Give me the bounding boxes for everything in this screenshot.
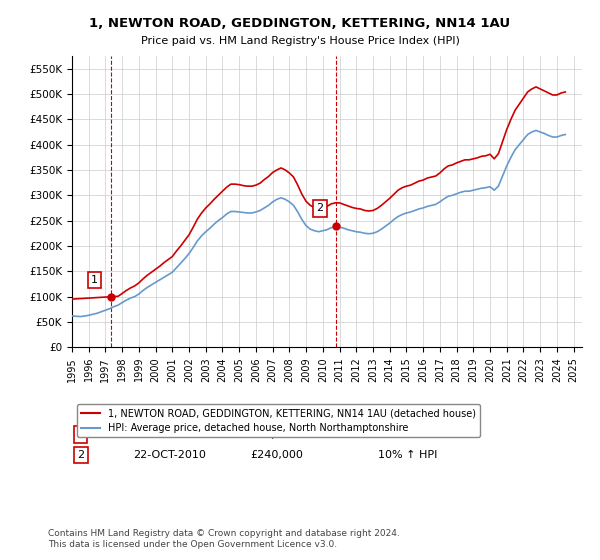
Text: £240,000: £240,000	[251, 450, 304, 460]
Text: 22-OCT-2010: 22-OCT-2010	[133, 450, 206, 460]
Text: 40% ↑ HPI: 40% ↑ HPI	[378, 430, 437, 440]
Text: 1: 1	[77, 430, 84, 440]
Text: 2: 2	[77, 450, 84, 460]
Text: 1, NEWTON ROAD, GEDDINGTON, KETTERING, NN14 1AU: 1, NEWTON ROAD, GEDDINGTON, KETTERING, N…	[89, 17, 511, 30]
Text: 2: 2	[316, 203, 323, 213]
Text: 30-APR-1997: 30-APR-1997	[133, 430, 205, 440]
Text: £99,000: £99,000	[251, 430, 296, 440]
Legend: 1, NEWTON ROAD, GEDDINGTON, KETTERING, NN14 1AU (detached house), HPI: Average p: 1, NEWTON ROAD, GEDDINGTON, KETTERING, N…	[77, 404, 480, 437]
Text: Price paid vs. HM Land Registry's House Price Index (HPI): Price paid vs. HM Land Registry's House …	[140, 36, 460, 46]
Text: 1: 1	[91, 275, 98, 285]
Text: 10% ↑ HPI: 10% ↑ HPI	[378, 450, 437, 460]
Text: Contains HM Land Registry data © Crown copyright and database right 2024.
This d: Contains HM Land Registry data © Crown c…	[48, 529, 400, 549]
